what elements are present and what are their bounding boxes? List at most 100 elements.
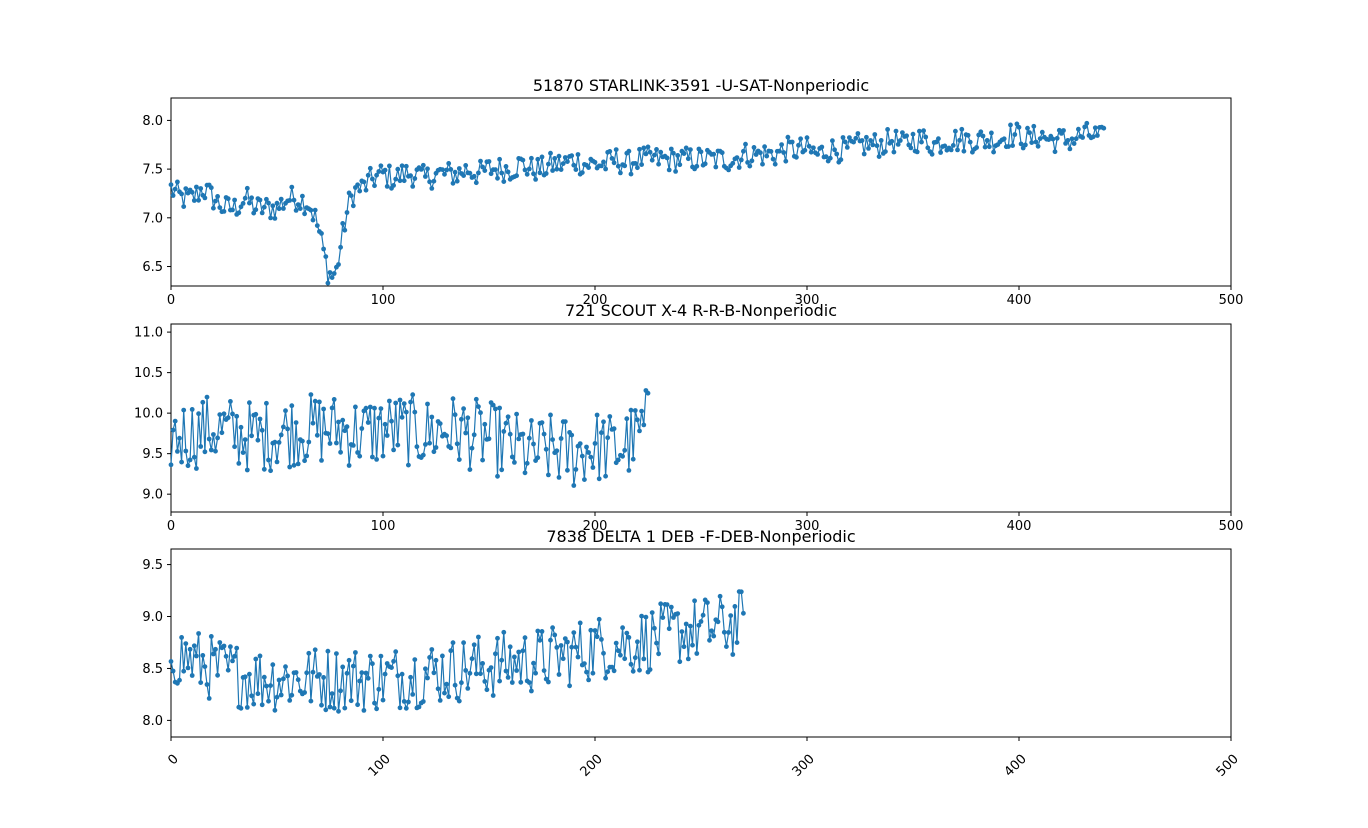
data-point <box>342 428 348 434</box>
data-point <box>319 702 324 708</box>
data-point <box>535 455 541 461</box>
data-point <box>331 397 337 402</box>
data-point <box>323 254 329 259</box>
y-tick-label: 11.0 <box>134 326 163 341</box>
data-point <box>238 705 244 711</box>
data-point <box>387 398 392 404</box>
data-point <box>183 641 189 646</box>
data-point <box>582 477 587 482</box>
data-point <box>974 145 979 150</box>
data-point <box>293 420 299 425</box>
data-point <box>895 142 901 147</box>
data-point <box>253 656 259 662</box>
data-point <box>624 630 630 636</box>
data-point <box>355 182 360 188</box>
data-point <box>541 668 547 673</box>
data-point <box>215 194 221 199</box>
x-tick-label: 0 <box>167 519 175 534</box>
data-point <box>503 164 509 169</box>
data-point <box>764 153 770 159</box>
data-point <box>295 202 301 208</box>
data-point <box>620 453 625 459</box>
data-point <box>454 178 460 184</box>
data-point <box>719 150 725 156</box>
data-point <box>938 150 943 155</box>
data-point <box>548 637 553 643</box>
data-point <box>476 404 481 409</box>
data-point <box>336 708 341 714</box>
data-point <box>244 185 250 191</box>
data-point <box>603 473 608 479</box>
data-point <box>599 637 604 642</box>
data-point <box>567 683 572 689</box>
data-point <box>194 653 199 659</box>
data-point <box>198 444 204 449</box>
data-point <box>626 468 632 473</box>
data-point <box>304 453 310 459</box>
data-point <box>804 135 810 141</box>
data-point <box>346 657 352 663</box>
data-point <box>512 460 517 465</box>
data-point <box>794 154 799 160</box>
data-point <box>908 145 914 151</box>
data-point <box>539 629 545 634</box>
data-point <box>874 143 880 149</box>
data-point <box>467 170 473 176</box>
data-point <box>675 611 681 616</box>
x-axis-ticks: 0 100 200 300 400 500 <box>167 512 1243 534</box>
data-point <box>376 169 382 174</box>
y-tick-label: 7.5 <box>142 163 163 178</box>
data-point <box>189 189 195 195</box>
data-point <box>264 683 269 689</box>
data-point <box>425 166 430 172</box>
data-point <box>819 144 825 150</box>
data-point <box>206 436 212 442</box>
data-point <box>637 146 642 152</box>
data-point <box>505 169 511 175</box>
data-point <box>698 619 704 624</box>
data-point <box>325 280 331 286</box>
data-point <box>327 270 333 275</box>
data-point <box>196 411 202 417</box>
data-point <box>448 648 454 654</box>
data-point <box>374 457 379 462</box>
chart-panel-starlink: 51870 STARLINK-3591 -U-SAT-Nonperiodic 0… <box>142 76 1243 308</box>
data-point <box>374 706 379 712</box>
x-tick-label: 200 <box>583 519 608 534</box>
data-point <box>802 147 808 153</box>
data-point <box>399 671 405 677</box>
data-point <box>666 167 672 173</box>
data-series <box>168 120 1107 286</box>
data-point <box>302 211 307 217</box>
data-point <box>1101 125 1107 131</box>
data-point <box>264 196 269 202</box>
data-series <box>168 388 651 488</box>
data-point <box>677 162 683 168</box>
data-point <box>429 647 435 652</box>
data-point <box>823 154 829 160</box>
data-point <box>501 429 507 434</box>
data-point <box>709 628 714 634</box>
data-point <box>325 431 331 437</box>
data-point <box>168 182 174 188</box>
chart-panel-scout: 721 SCOUT X-4 R-R-B-Nonperiodic 0 100 200 3… <box>134 301 1243 534</box>
data-point <box>546 679 551 685</box>
data-point <box>471 642 477 648</box>
data-point <box>215 435 221 441</box>
data-point <box>607 149 613 154</box>
data-point <box>448 445 454 451</box>
data-point <box>565 467 570 473</box>
data-point <box>198 680 204 685</box>
data-point <box>647 149 653 155</box>
data-point <box>240 201 246 206</box>
data-point <box>666 626 672 632</box>
data-point <box>465 415 471 421</box>
data-point <box>694 651 700 656</box>
data-point <box>289 403 295 409</box>
data-point <box>420 699 426 704</box>
x-tick-label: 100 <box>366 752 394 780</box>
data-point <box>429 186 435 191</box>
data-point <box>370 176 375 182</box>
data-point <box>654 640 659 646</box>
data-point <box>211 205 216 211</box>
